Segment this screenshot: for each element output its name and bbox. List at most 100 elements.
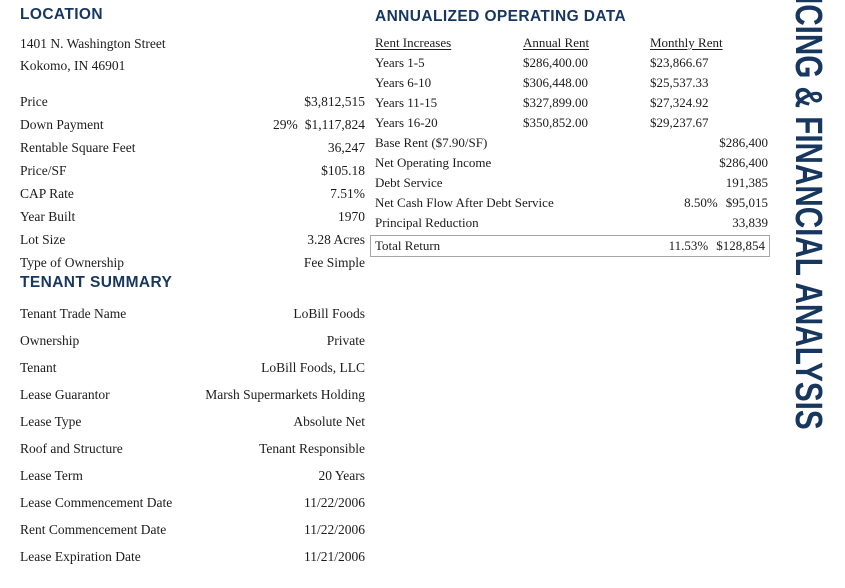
- rent-schedule-table: Rent Increases Annual Rent Monthly Rent …: [375, 33, 768, 133]
- row-percent: 8.50%: [684, 195, 718, 210]
- left-column: LOCATION 1401 N. Washington Street Kokom…: [20, 6, 365, 570]
- row-value: Fee Simple: [304, 251, 365, 274]
- row-label: Lease Expiration Date: [20, 549, 141, 564]
- row-amount: 7.51%: [330, 186, 365, 201]
- location-section-title: LOCATION: [20, 6, 103, 23]
- row-label: Tenant Trade Name: [20, 306, 127, 321]
- row-value: 11/22/2006: [303, 495, 365, 510]
- address-line-1: 1401 N. Washington Street: [20, 36, 166, 51]
- row-label: Total Return: [375, 238, 441, 253]
- table-row: Debt Service 191,385: [375, 173, 768, 193]
- row-amount: $3,812,515: [304, 94, 365, 109]
- row-value: Absolute Net: [293, 414, 365, 429]
- monthly-rent-value: $23,866.67: [650, 55, 709, 70]
- row-label: Tenant: [20, 360, 57, 375]
- column-header-rent-increases: Rent Increases: [375, 35, 452, 50]
- table-row: Lease Type Absolute Net: [20, 408, 365, 435]
- table-row: Lease Commencement Date 11/22/2006: [20, 489, 365, 516]
- row-label: Price/SF: [20, 163, 67, 178]
- vertical-page-title: ICING & FINANCIAL ANALYSIS: [787, 0, 829, 430]
- table-row: Lot Size 3.28 Acres: [20, 228, 365, 251]
- row-value: 3.28 Acres: [307, 228, 365, 251]
- row-label: Price: [20, 94, 48, 109]
- annual-rent-value: $286,400.00: [523, 55, 588, 70]
- row-label: Roof and Structure: [20, 441, 123, 456]
- row-value: LoBill Foods, LLC: [261, 360, 365, 375]
- right-column: ANNUALIZED OPERATING DATA Rent Increases…: [370, 8, 770, 257]
- table-row: Ownership Private: [20, 327, 365, 354]
- row-label: Net Cash Flow After Debt Service: [375, 195, 554, 210]
- row-amount: 33,839: [732, 215, 768, 230]
- row-label: Ownership: [20, 333, 80, 348]
- row-value: $3,812,515: [304, 90, 365, 113]
- row-value: 20 Years: [318, 468, 365, 483]
- rent-period: Years 6-10: [375, 75, 432, 90]
- table-row: Tenant LoBill Foods, LLC: [20, 354, 365, 381]
- row-label: Net Operating Income: [375, 155, 492, 170]
- row-value: 7.51%: [330, 182, 365, 205]
- table-row: Lease Term 20 Years: [20, 462, 365, 489]
- row-label: Lease Term: [20, 468, 83, 483]
- row-label: Lease Type: [20, 414, 82, 429]
- row-amount: 1970: [338, 209, 365, 224]
- rent-period: Years 11-15: [375, 95, 438, 110]
- table-row: Tenant Trade Name LoBill Foods: [20, 300, 365, 327]
- row-label: Lease Commencement Date: [20, 495, 173, 510]
- row-label: Debt Service: [375, 175, 443, 190]
- row-amount: 191,385: [725, 175, 768, 190]
- table-row: Years 6-10 $306,448.00 $25,537.33: [375, 73, 768, 93]
- row-value: 11/21/2006: [303, 549, 365, 564]
- row-amount: $1,117,824: [304, 117, 365, 132]
- tenant-summary-section-title: TENANT SUMMARY: [20, 274, 173, 291]
- table-row: Base Rent ($7.90/SF) $286,400: [375, 133, 768, 153]
- monthly-rent-value: $25,537.33: [650, 75, 709, 90]
- row-value: 29% $1,117,824: [273, 113, 365, 136]
- row-label: Down Payment: [20, 117, 104, 132]
- monthly-rent-value: $27,324.92: [650, 95, 709, 110]
- operating-data-section-title: ANNUALIZED OPERATING DATA: [375, 8, 627, 25]
- annual-rent-value: $306,448.00: [523, 75, 588, 90]
- total-return-row: Total Return 11.53% $128,854: [370, 235, 770, 257]
- row-percent: 29%: [273, 117, 298, 132]
- row-value: 36,247: [328, 136, 365, 159]
- monthly-rent-value: $29,237.67: [650, 115, 709, 130]
- table-row: Type of Ownership Fee Simple: [20, 251, 365, 274]
- row-amount: 36,247: [327, 140, 365, 155]
- table-row: Lease Guarantor Marsh Supermarkets Holdi…: [20, 381, 365, 408]
- row-value: $105.18: [321, 159, 365, 182]
- annual-rent-value: $327,899.00: [523, 95, 588, 110]
- row-value: 1970: [338, 205, 365, 228]
- table-row: Years 11-15 $327,899.00 $27,324.92: [375, 93, 768, 113]
- rent-period: Years 16-20: [375, 115, 438, 130]
- table-header-row: Rent Increases Annual Rent Monthly Rent: [375, 33, 768, 53]
- row-label: Year Built: [20, 209, 76, 224]
- row-value: LoBill Foods: [293, 306, 365, 321]
- table-row: Price $3,812,515: [20, 90, 365, 113]
- row-amount: $128,854: [716, 238, 765, 253]
- row-amount: Fee Simple: [303, 255, 365, 270]
- row-label: Rent Commencement Date: [20, 522, 167, 537]
- tenant-detail-rows: Tenant Trade Name LoBill Foods Ownership…: [20, 300, 365, 570]
- row-value: 11/22/2006: [303, 522, 365, 537]
- row-value: Tenant Responsible: [259, 441, 365, 456]
- row-value: Marsh Supermarkets Holding: [205, 387, 365, 402]
- rent-period: Years 1-5: [375, 55, 425, 70]
- table-row: Net Cash Flow After Debt Service 8.50% $…: [375, 193, 768, 213]
- column-header-monthly-rent: Monthly Rent: [650, 35, 723, 50]
- table-row: Rent Commencement Date 11/22/2006: [20, 516, 365, 543]
- annual-rent-value: $350,852.00: [523, 115, 588, 130]
- row-amount: $95,015: [725, 195, 768, 210]
- table-row: Price/SF $105.18: [20, 159, 365, 182]
- row-label: CAP Rate: [20, 186, 74, 201]
- table-row: Principal Reduction 33,839: [375, 213, 768, 233]
- row-amount: $286,400: [719, 155, 768, 170]
- row-label: Type of Ownership: [20, 255, 125, 270]
- financial-summary-rows: Base Rent ($7.90/SF) $286,400 Net Operat…: [375, 133, 768, 233]
- property-address: 1401 N. Washington Street Kokomo, IN 469…: [20, 33, 365, 77]
- location-detail-rows: Price $3,812,515 Down Payment 29% $1,117,…: [20, 90, 365, 274]
- row-label: Lease Guarantor: [20, 387, 110, 402]
- row-amount: 3.28 Acres: [307, 232, 365, 247]
- table-row: Lease Expiration Date 11/21/2006: [20, 543, 365, 570]
- column-header-annual-rent: Annual Rent: [523, 35, 590, 50]
